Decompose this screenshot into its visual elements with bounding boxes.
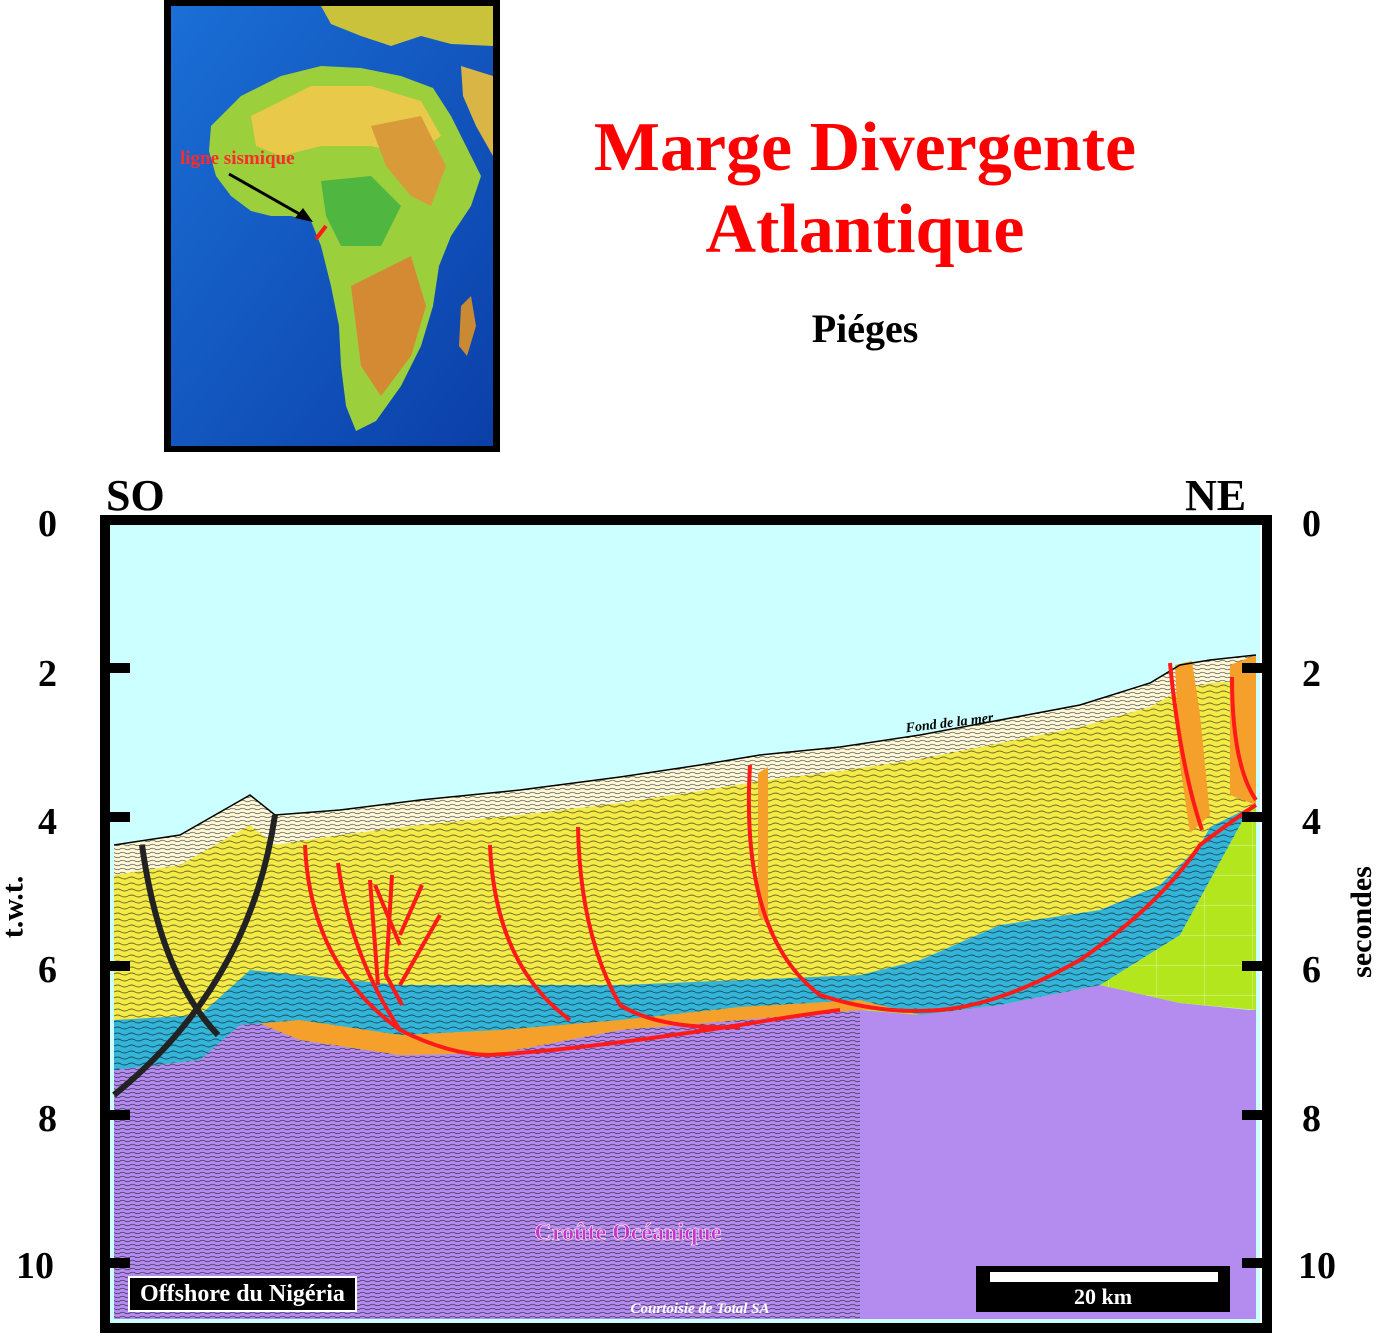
scale-bar-box: 20 km [976, 1266, 1230, 1312]
location-label: Offshore du Nigéria [128, 1276, 357, 1312]
right-tick-0: 0 [1302, 503, 1321, 545]
scale-label: 20 km [1073, 1284, 1133, 1309]
left-tick-6: 6 [38, 949, 57, 991]
scale-bar [990, 1272, 1218, 1282]
title-line-2: Atlantique [705, 191, 1025, 268]
direction-ne: NE [1185, 471, 1247, 520]
left-tick-2: 2 [38, 653, 57, 695]
fault-network [303, 662, 1258, 1058]
location-map: ligne sismique [164, 0, 500, 452]
title-line-1: Marge Divergente [593, 109, 1137, 186]
seismic-section: Croûte Océanique Fond de la mer Courtois… [100, 515, 1272, 1333]
left-tick-0: 0 [38, 503, 57, 545]
left-tick-10: 10 [16, 1245, 54, 1287]
credit-text: Courtoisie de Total SA [630, 1301, 769, 1317]
right-tick-6: 6 [1302, 949, 1321, 991]
left-tick-4: 4 [38, 801, 57, 843]
direction-sw: SO [106, 471, 165, 520]
right-axis-title: secondes [1344, 866, 1378, 978]
section-frame [100, 515, 1272, 1333]
left-axis-title: t.w.t. [0, 875, 30, 939]
left-tick-8: 8 [38, 1098, 57, 1140]
orange-layer [114, 1000, 920, 1070]
right-tick-4: 4 [1302, 801, 1321, 843]
right-tick-2: 2 [1302, 653, 1321, 695]
tick-marks [100, 515, 1272, 1268]
major-fault-sw-1 [139, 844, 221, 1038]
oceanic-crust-label: Croûte Océanique [535, 1220, 722, 1246]
subtitle: Piéges [811, 306, 919, 351]
africa-relief-map [171, 6, 493, 446]
major-fault-sw-2 [112, 814, 278, 1098]
right-tick-8: 8 [1302, 1098, 1321, 1140]
seafloor-line [113, 654, 1257, 846]
seismic-line-label: ligne sismique [180, 148, 295, 169]
right-tick-10: 10 [1298, 1245, 1336, 1287]
